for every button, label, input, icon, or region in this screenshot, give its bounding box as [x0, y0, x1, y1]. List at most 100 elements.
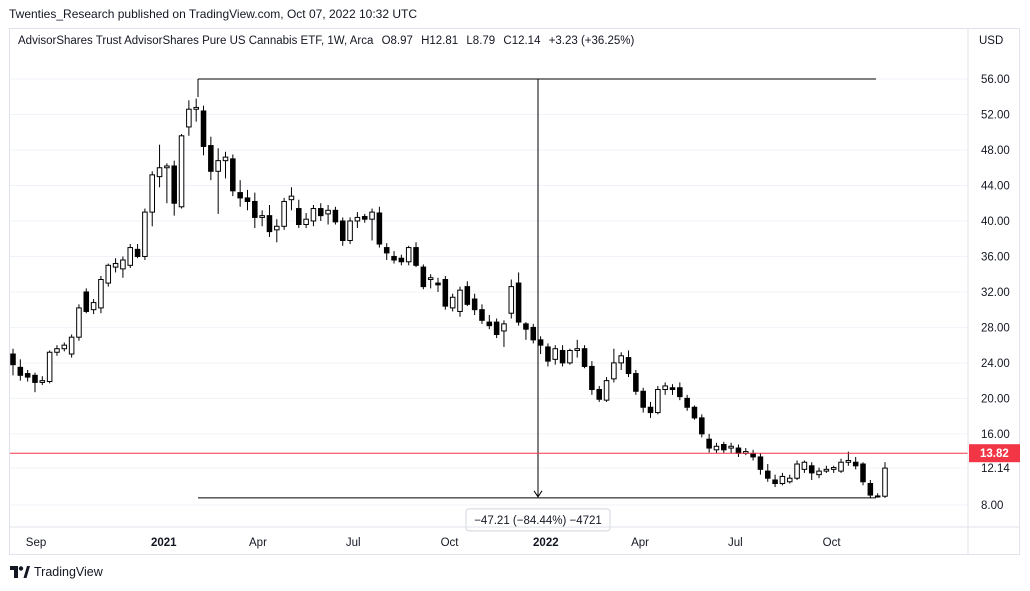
candle-body-up	[347, 220, 353, 241]
candle	[186, 100, 192, 136]
candle	[164, 163, 170, 204]
candle-body-up	[149, 174, 155, 213]
candle	[647, 401, 654, 418]
candle-body-down	[134, 248, 141, 257]
candle	[215, 148, 221, 214]
candle-body-up	[222, 156, 229, 162]
legend-open: O8.97	[381, 35, 413, 47]
x-tick-label: Oct	[441, 537, 460, 549]
candle-body-down	[515, 282, 522, 323]
candle-body-down	[523, 323, 529, 330]
price-range-measure: −47.21 (−84.44%) −4721	[197, 78, 876, 532]
tradingview-brand[interactable]: TradingView	[10, 565, 103, 579]
candle	[398, 254, 405, 266]
candle-body-down	[537, 339, 544, 346]
candle	[567, 348, 573, 365]
candle	[376, 206, 383, 248]
measure-label-box	[465, 508, 611, 532]
candle	[288, 187, 295, 211]
candle-body-down	[83, 291, 90, 312]
candle-body-up	[54, 348, 60, 353]
candle	[464, 281, 471, 307]
candle	[471, 293, 478, 315]
candle-body-down	[17, 366, 24, 376]
legend-low: L8.79	[466, 35, 496, 47]
candle	[420, 264, 427, 290]
candle-body-down	[413, 247, 419, 266]
candle-body-up	[46, 351, 53, 383]
candle-body-up	[574, 348, 581, 351]
candle	[332, 206, 339, 225]
candle	[493, 318, 500, 339]
candle	[200, 105, 207, 156]
candle	[237, 180, 243, 207]
candle	[743, 448, 749, 456]
candle	[98, 275, 104, 314]
candle-body-up	[830, 467, 837, 470]
candle-body-up	[325, 209, 331, 215]
candle-body-up	[603, 380, 610, 401]
candle-body-down	[772, 479, 778, 485]
legend-close: C12.14	[503, 35, 541, 47]
x-tick-label: 2021	[151, 537, 177, 549]
candle	[54, 345, 60, 356]
candle	[750, 449, 756, 461]
candle-body-down	[398, 257, 405, 263]
candle-body-up	[193, 106, 199, 110]
candle-body-down	[420, 266, 427, 288]
candle	[10, 348, 16, 376]
candle	[728, 442, 734, 454]
candle	[735, 444, 742, 457]
candle-body-up	[786, 477, 793, 483]
candle-body-down	[691, 406, 698, 419]
candle	[874, 493, 881, 498]
y-tick-label: 36.00	[981, 251, 1010, 263]
candle-body-down	[230, 158, 236, 192]
y-tick-label: 24.00	[981, 358, 1010, 370]
candle	[296, 199, 302, 229]
candle-body-up	[618, 355, 624, 364]
candle	[515, 272, 522, 326]
candle	[325, 205, 331, 225]
candle	[655, 385, 661, 415]
y-tick-label: 44.00	[981, 180, 1010, 192]
candle	[208, 136, 214, 181]
candle-body-up	[186, 108, 192, 128]
candle	[17, 359, 24, 381]
candle-body-down	[208, 145, 214, 172]
candle-body-down	[391, 255, 397, 261]
candle	[633, 369, 639, 395]
candle	[618, 352, 624, 370]
candle	[68, 334, 75, 358]
y-tick-label: 28.00	[981, 322, 1010, 334]
candle	[127, 244, 134, 268]
candle-body-down	[171, 165, 177, 204]
candle-body-down	[252, 200, 258, 218]
candle-body-up	[816, 470, 822, 476]
candle-body-down	[471, 298, 478, 311]
candle	[149, 171, 155, 227]
candle	[142, 208, 148, 261]
candle-body-up	[61, 344, 68, 350]
candle	[545, 343, 551, 367]
candle-body-up	[405, 247, 412, 263]
candle	[882, 462, 888, 498]
candle	[112, 258, 119, 273]
candle-body-up	[838, 461, 844, 472]
candle-body-up	[823, 468, 830, 472]
candle-body-down	[486, 321, 493, 327]
candle-body-down	[244, 197, 251, 202]
candle	[779, 472, 786, 486]
candle	[252, 192, 258, 229]
candle	[193, 98, 199, 122]
candle	[156, 144, 163, 188]
candle	[361, 213, 368, 223]
candle	[808, 462, 815, 480]
x-tick-label: 2022	[533, 537, 559, 549]
candle-body-down	[24, 373, 31, 378]
y-tick-label: 8.00	[981, 500, 1003, 512]
candle-body-down	[750, 452, 756, 458]
candle-body-up	[354, 216, 361, 222]
candle	[405, 245, 412, 266]
